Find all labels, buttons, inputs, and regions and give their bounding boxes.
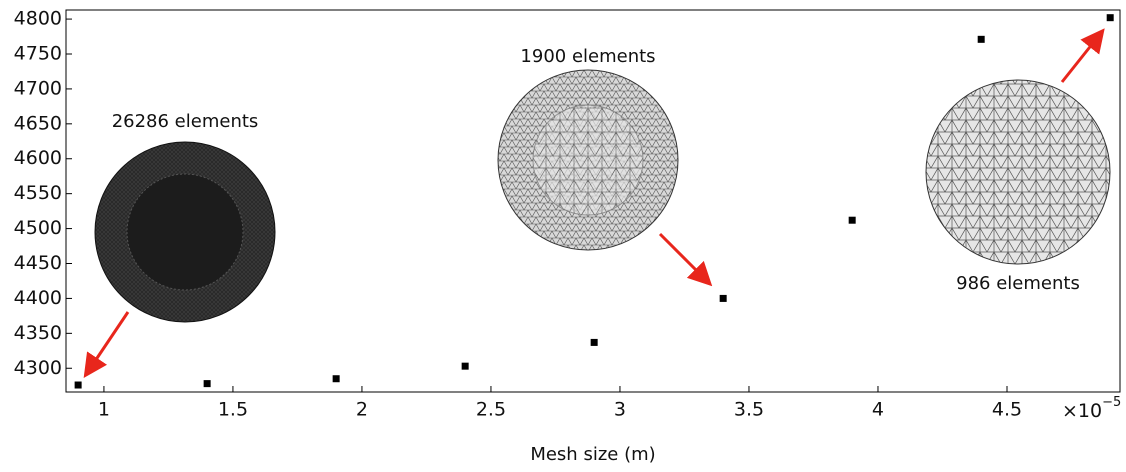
x-tick-label: 2.5: [476, 399, 506, 421]
point: [1107, 14, 1114, 21]
y-tick-label: 4400: [14, 287, 62, 309]
annotation: 26286 elements: [112, 111, 259, 132]
y-tick-label: 4500: [14, 217, 62, 239]
chart: 26286 elements 1900 elements 986 element…: [0, 0, 1126, 468]
x-axis-label: Mesh size (m): [530, 444, 655, 465]
arrow: [87, 312, 128, 373]
x-tick-label: 3.5: [734, 399, 764, 421]
arrow: [660, 234, 708, 282]
x-tick-label: 1: [98, 399, 110, 421]
y-tick-label: 4450: [14, 252, 62, 274]
annotation: 986 elements: [956, 273, 1080, 294]
arrow: [1062, 33, 1101, 82]
point: [75, 382, 82, 389]
x-tick-label: 4.5: [992, 399, 1022, 421]
y-tick-label: 4350: [14, 322, 62, 344]
y-tick-label: 4300: [14, 357, 62, 379]
point: [462, 363, 469, 370]
point: [333, 375, 340, 382]
y-tick-label: 4800: [14, 8, 62, 30]
multiplier-base: ×10: [1062, 400, 1102, 422]
y-tick-label: 4650: [14, 112, 62, 134]
y-tick-label: 4550: [14, 182, 62, 204]
y-tick-label: 4600: [14, 147, 62, 169]
x-tick-label: 3: [614, 399, 626, 421]
point: [849, 217, 856, 224]
mesh-inset-medium: [498, 70, 678, 250]
y-tick-label: 4750: [14, 42, 62, 64]
mesh-inset-coarse: [926, 80, 1110, 264]
point: [591, 339, 598, 346]
x-tick-label: 4: [872, 399, 884, 421]
point: [720, 295, 727, 302]
point: [204, 380, 211, 387]
x-tick-label: 2: [356, 399, 368, 421]
y-tick-label: 4700: [14, 77, 62, 99]
mesh-inset-fine: [95, 142, 275, 322]
point: [978, 36, 985, 43]
x-multiplier: ×10−5: [1062, 395, 1121, 422]
x-tick-label: 1.5: [218, 399, 248, 421]
annotation: 1900 elements: [520, 46, 655, 67]
multiplier-exponent: −5: [1102, 395, 1121, 410]
